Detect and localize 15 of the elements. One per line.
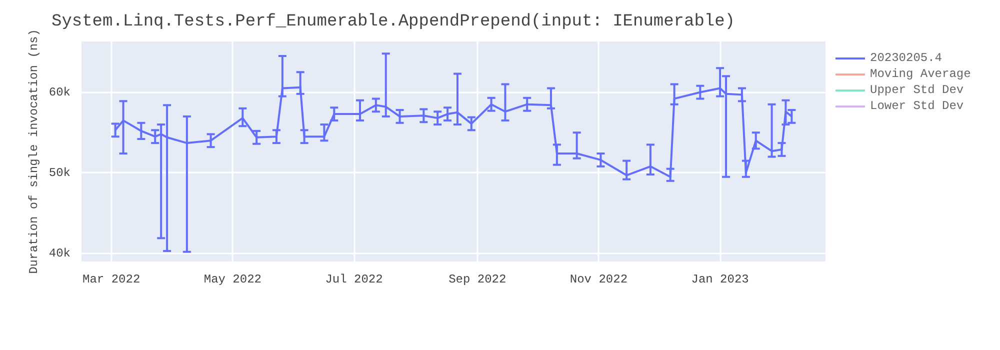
chart-title: System.Linq.Tests.Perf_Enumerable.AppendPrepend(input: IEnumerable) (52, 12, 736, 32)
y-axis-title: Duration of single invocation (ns) (26, 29, 41, 274)
x-tick-label: Mar 2022 (82, 272, 140, 286)
x-tick-label: Sep 2022 (448, 272, 506, 286)
x-tick-label: May 2022 (204, 272, 262, 286)
legend-label: 20230205.4 (870, 51, 944, 65)
y-tick-label: 60k (48, 85, 71, 100)
y-tick-label: 40k (48, 246, 71, 260)
legend-label: Moving Average (870, 67, 972, 81)
x-tick-label: Nov 2022 (570, 272, 628, 286)
legend-label: Lower Std Dev (870, 99, 965, 113)
x-tick-label: Jan 2023 (691, 272, 749, 286)
x-tick-label: Jul 2022 (325, 272, 383, 286)
y-tick-label: 50k (48, 166, 71, 180)
legend-label: Upper Std Dev (870, 83, 965, 97)
